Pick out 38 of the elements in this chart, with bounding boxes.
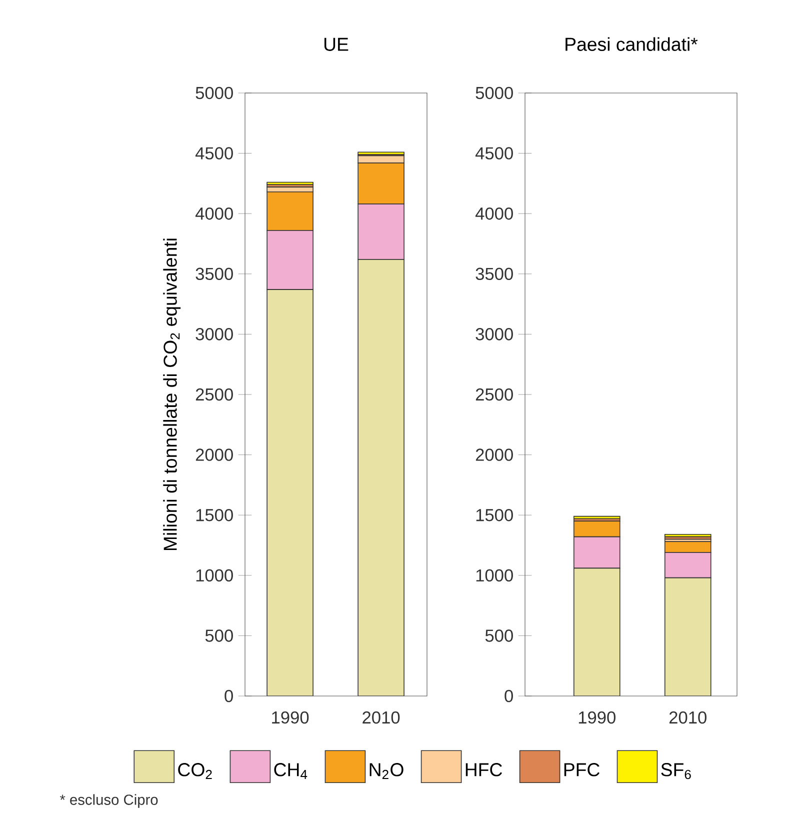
y-tick-label: 5000 [196,86,233,100]
bar [358,259,404,696]
legend-label: N$_{2}$O [370,763,404,779]
y-tick-label: 4500 [475,147,513,160]
y-tick-label: 3000 [476,328,513,340]
y-tick-label: 1500 [476,508,513,522]
legend-label: CH$_{4}$ [274,763,308,779]
y-tick-label: 1500 [196,508,233,522]
y-tick-label: 1000 [196,569,233,582]
y-tick-label: 2000 [476,448,513,461]
y-tick-label: 500 [485,630,513,642]
x-tick-label: 1990 [578,711,616,724]
legend-label: HFC [466,763,502,776]
y-tick-label: 3500 [196,268,233,280]
y-tick-label: 1000 [476,569,513,582]
y-tick-label: 2500 [476,388,513,401]
y-tick-label: 4000 [195,207,233,220]
y-tick-label: 2000 [196,448,233,461]
text: * escluso Cipro [60,794,158,808]
y-tick-label: 4500 [195,147,233,160]
chart-title: UE [324,38,348,51]
y-tick-label: 3500 [476,268,513,280]
y-tick-label: 4000 [475,207,513,220]
x-tick-label: 2010 [362,711,400,724]
legend-label: CO$_{2}$ [178,763,212,779]
y-tick-label: 5000 [476,86,513,100]
chart-title: Paesi candidati* [566,37,698,51]
y-tick-label: 500 [205,630,233,642]
bar [266,289,314,696]
y-tick-label: 2500 [196,388,233,401]
y-axis-title: Milioni di tonnellate di CO$_{2}$ equivalenti [163,238,181,550]
y-tick-label: 0 [224,690,233,702]
legend-label: PFC [564,763,600,776]
x-tick-label: 1990 [272,711,309,724]
y-tick-label: 0 [504,690,513,702]
legend-label: SF$_{6}$ [661,763,691,780]
x-tick-label: 2010 [669,711,706,724]
y-tick-label: 3000 [196,328,233,340]
